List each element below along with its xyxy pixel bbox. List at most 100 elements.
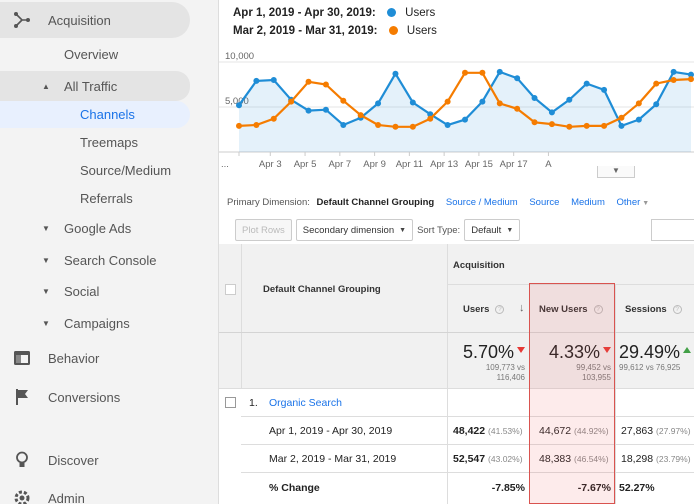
sub-row-current-new-users: 44,672 (44.92%) [539, 425, 609, 437]
sidebar-item-acquisition[interactable]: Acquisition [0, 2, 190, 38]
legend-entry-previous: Mar 2, 2019 - Mar 31, 2019: Users [233, 25, 437, 37]
sidebar-item-discover[interactable]: Discover [0, 444, 218, 476]
sidebar-item-source-medium[interactable]: Source/Medium [0, 156, 218, 184]
legend-metric-previous: Users [406, 25, 437, 37]
column-header-sessions[interactable]: Sessions? [625, 304, 682, 315]
sidebar-label-overview: Overview [64, 46, 119, 62]
sidebar-item-social[interactable]: ▼ Social [0, 275, 218, 307]
group-header-acquisition: Acquisition [453, 260, 505, 271]
sidebar-item-channels[interactable]: Channels [0, 101, 190, 128]
divider [615, 284, 616, 504]
data-point-current [479, 98, 486, 105]
sidebar-item-google-ads[interactable]: ▼ Google Ads [0, 212, 218, 244]
data-point-current [514, 75, 521, 82]
dimension-medium-link[interactable]: Medium [571, 197, 605, 208]
expand-triangle-icon: ▼ [42, 255, 50, 265]
plot-rows-button[interactable]: Plot Rows [235, 219, 292, 241]
dimension-source-link[interactable]: Source [529, 197, 560, 208]
row-number: 1. [249, 397, 258, 409]
sidebar-label-campaigns: Campaigns [64, 315, 130, 331]
sidebar-item-treemaps[interactable]: Treemaps [0, 128, 218, 156]
sidebar-item-campaigns[interactable]: ▼ Campaigns [0, 307, 218, 339]
sidebar-item-overview[interactable]: Overview [0, 38, 218, 70]
sidebar-label-channels: Channels [80, 107, 135, 122]
lightbulb-icon [12, 450, 32, 470]
dimension-source-medium-link[interactable]: Source / Medium [445, 197, 518, 208]
sidebar-item-referrals[interactable]: Referrals [0, 184, 218, 212]
sidebar-item-search-console[interactable]: ▼ Search Console [0, 244, 218, 276]
up-arrow-green-icon [683, 347, 692, 353]
help-icon[interactable]: ? [495, 305, 505, 314]
sidebar-label-acquisition: Acquisition [48, 12, 111, 28]
select-all-checkbox[interactable] [225, 284, 236, 295]
summary-new-users-sub1: 99,452 vs [576, 363, 611, 372]
data-point-previous [322, 81, 329, 88]
legend-range-previous: Mar 2, 2019 - Mar 31, 2019: [233, 25, 378, 37]
new-users-header-label: New Users [539, 304, 588, 315]
data-point-previous [670, 77, 677, 83]
sort-type-dropdown[interactable]: Default ▼ [464, 219, 521, 241]
summary-new-users-sub2: 103,955 [582, 373, 611, 382]
sidebar-label-search-console: Search Console [64, 252, 157, 268]
primary-dimension-label: Primary Dimension: [227, 197, 310, 208]
expand-triangle-icon: ▼ [42, 318, 50, 328]
secondary-dimension-dropdown[interactable]: Secondary dimension ▼ [295, 219, 414, 241]
data-point-previous [635, 100, 642, 107]
x-tick-label: Apr 15 [465, 159, 493, 170]
data-point-previous [305, 78, 312, 85]
other-dropdown-icon: ▼ [642, 200, 650, 207]
sidebar-item-behavior[interactable]: Behavior [0, 342, 218, 374]
data-point-current [305, 107, 312, 114]
divider [447, 244, 448, 504]
sub-row-current-users: 48,422 (41.53%) [453, 425, 523, 437]
dimension-other-link[interactable]: Other [616, 197, 641, 208]
column-header-new-users[interactable]: New Users? [539, 304, 603, 315]
table-controls: Plot Rows Secondary dimension ▼ Sort Typ… [235, 219, 524, 241]
sidebar-item-conversions[interactable]: Conversions [0, 381, 218, 413]
row-checkbox[interactable] [225, 397, 236, 408]
secondary-dimension-label: Secondary dimension [302, 224, 395, 236]
help-icon[interactable]: ? [672, 305, 682, 314]
data-point-current [653, 101, 660, 108]
expand-triangle-icon: ▼ [42, 286, 50, 296]
data-point-previous [514, 105, 521, 112]
sidebar-label-social: Social [64, 283, 100, 299]
value: 18,298 [621, 453, 654, 465]
report-table: Default Channel Grouping Acquisition Use… [219, 244, 694, 504]
data-point-current [392, 70, 399, 77]
data-point-current [462, 116, 468, 123]
x-tick-label: A [545, 159, 552, 170]
sidebar-label-all-traffic: All Traffic [64, 78, 118, 94]
summary-users-pct: 5.70% [462, 342, 514, 362]
new-users-highlight-box [529, 283, 615, 504]
sort-down-arrow-icon[interactable]: ↓ [519, 302, 525, 314]
sidebar-label-source-medium: Source/Medium [80, 162, 172, 178]
column-header-users[interactable]: Users? [463, 304, 505, 315]
column-header-dimension[interactable]: Default Channel Grouping [263, 284, 381, 295]
sidebar-item-all-traffic[interactable]: ▲ All Traffic [0, 71, 190, 101]
chart-resize-handle[interactable]: ▼ [597, 166, 635, 178]
help-icon[interactable]: ? [593, 305, 603, 314]
x-tick-label: Apr 5 [294, 159, 317, 170]
sidebar-item-admin[interactable]: Admin [0, 482, 218, 504]
sub-row-label-previous: Mar 2, 2019 - Mar 31, 2019 [269, 453, 397, 465]
divider [241, 444, 694, 445]
sidebar-label-referrals: Referrals [80, 190, 133, 206]
row-link-organic-search[interactable]: Organic Search [269, 397, 342, 409]
table-search-input[interactable] [651, 219, 694, 241]
data-point-current [444, 122, 451, 128]
data-point-previous [548, 121, 555, 128]
summary-users-sub2: 116,406 [496, 373, 525, 382]
x-tick-label: Apr 11 [396, 159, 423, 170]
users-header-label: Users [463, 304, 490, 315]
acquisition-icon [12, 10, 32, 30]
data-point-current [253, 77, 260, 84]
change-users: -7.85% [491, 482, 525, 494]
x-tick-label: Apr 17 [500, 159, 528, 170]
data-point-previous [688, 76, 694, 83]
legend-range-current: Apr 1, 2019 - Apr 30, 2019: [233, 7, 376, 19]
data-point-previous [583, 122, 590, 129]
dimension-default-channel-grouping[interactable]: Default Channel Grouping [316, 197, 435, 208]
users-line-chart: 10,000 5,000... Apr 3 Apr 5 Apr 7 Apr 9 Apr 11… [219, 51, 694, 170]
sub-row-previous-users: 52,547 (43.02%) [453, 453, 523, 465]
